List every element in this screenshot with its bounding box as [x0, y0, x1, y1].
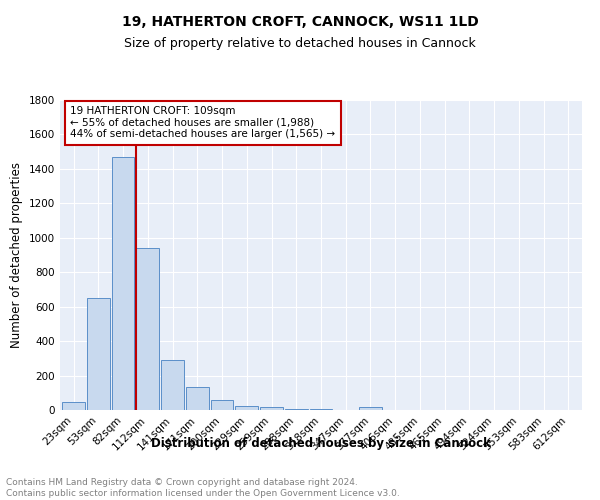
Bar: [161, 360, 184, 410]
Bar: [235, 406, 258, 410]
Bar: [112, 157, 134, 410]
Bar: [186, 387, 209, 410]
Bar: [260, 408, 283, 410]
Text: 19, HATHERTON CROFT, CANNOCK, WS11 1LD: 19, HATHERTON CROFT, CANNOCK, WS11 1LD: [122, 15, 478, 29]
Text: Contains HM Land Registry data © Crown copyright and database right 2024.
Contai: Contains HM Land Registry data © Crown c…: [6, 478, 400, 498]
Bar: [359, 408, 382, 410]
Bar: [136, 248, 159, 410]
Bar: [285, 409, 308, 410]
Text: Distribution of detached houses by size in Cannock: Distribution of detached houses by size …: [151, 438, 491, 450]
Bar: [310, 409, 332, 410]
Bar: [211, 400, 233, 410]
Text: 19 HATHERTON CROFT: 109sqm
← 55% of detached houses are smaller (1,988)
44% of s: 19 HATHERTON CROFT: 109sqm ← 55% of deta…: [70, 106, 335, 140]
Bar: [62, 402, 85, 410]
Bar: [87, 298, 110, 410]
Text: Size of property relative to detached houses in Cannock: Size of property relative to detached ho…: [124, 38, 476, 51]
Y-axis label: Number of detached properties: Number of detached properties: [10, 162, 23, 348]
